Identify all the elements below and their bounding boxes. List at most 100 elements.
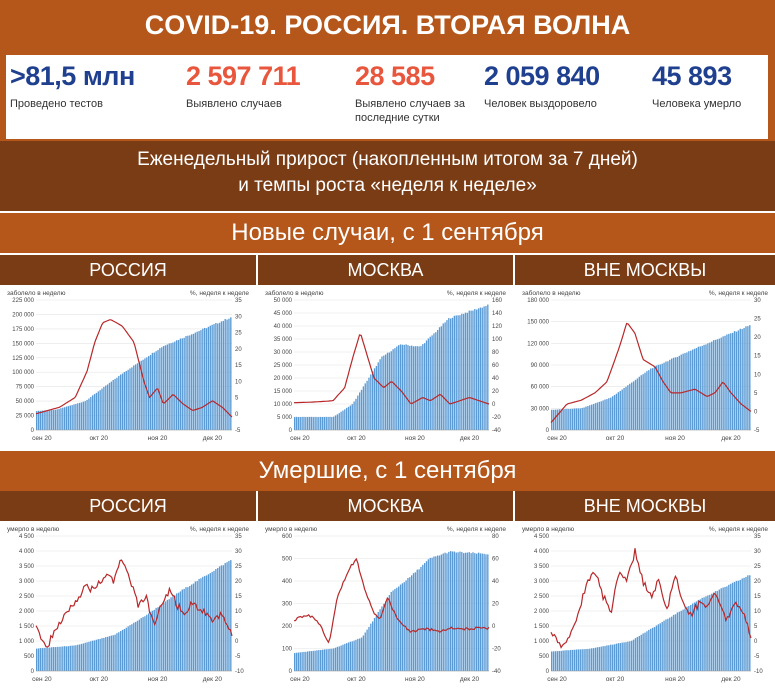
bar: [62, 646, 64, 671]
x-tick-label: сен 20: [547, 676, 567, 683]
bar: [604, 646, 606, 671]
bar: [608, 645, 610, 671]
stat-label: Человека умерло: [652, 98, 742, 110]
bar: [349, 405, 352, 430]
bar: [390, 591, 392, 671]
page-title: COVID-19. РОССИЯ. ВТОРАЯ ВОЛНА: [0, 0, 775, 51]
bar: [619, 390, 621, 430]
bar: [577, 408, 580, 430]
right-tick-label: 5: [235, 396, 239, 402]
bar: [398, 345, 400, 430]
bar: [342, 644, 344, 671]
bar: [357, 638, 359, 671]
right-tick-label: 15: [754, 594, 761, 600]
bar: [78, 644, 81, 671]
bar: [711, 593, 713, 671]
bar: [108, 636, 111, 671]
bar: [123, 628, 126, 671]
left-tick-label: 225 000: [12, 298, 34, 304]
bar: [440, 554, 443, 671]
bar: [385, 601, 387, 671]
bar: [581, 649, 583, 671]
bar: [551, 409, 553, 430]
bar: [217, 568, 219, 671]
bar: [665, 361, 667, 430]
left-tick-label: 0: [546, 669, 550, 675]
bar: [659, 364, 661, 430]
left-tick-label: 3 500: [19, 564, 35, 570]
bar: [149, 354, 152, 430]
bar: [368, 377, 370, 430]
bar: [211, 324, 213, 430]
bar: [726, 334, 728, 430]
bar: [331, 648, 333, 671]
right-axis-title: %, неделя к неделе: [447, 526, 506, 533]
bar: [386, 597, 389, 671]
bar: [166, 599, 169, 671]
bar: [333, 416, 335, 430]
bar: [75, 645, 77, 671]
growth-rate-line: [35, 559, 233, 648]
right-tick-label: 15: [754, 354, 761, 360]
bar: [573, 408, 576, 430]
stat-recovered: 2 059 840 Человек выздоровело: [484, 61, 600, 111]
bar: [200, 578, 202, 671]
left-tick-label: 10 000: [274, 402, 293, 408]
bar: [686, 606, 688, 671]
bar: [479, 553, 482, 671]
bar: [619, 643, 621, 671]
bar: [307, 651, 309, 671]
bar: [568, 408, 570, 430]
stat-cases-day: 28 585 Выявлено случаев за последние сут…: [355, 61, 475, 125]
bar: [589, 648, 591, 671]
bar: [386, 352, 389, 430]
bar: [37, 648, 40, 671]
bar: [340, 645, 342, 671]
bar: [718, 589, 721, 671]
right-tick-label: -10: [235, 669, 244, 675]
bar: [110, 381, 113, 430]
bar: [297, 652, 300, 671]
left-tick-label: 1 000: [534, 639, 550, 645]
bar: [78, 402, 81, 430]
bar: [429, 557, 431, 671]
bar: [93, 640, 96, 671]
bar: [665, 619, 667, 671]
bar: [424, 563, 426, 671]
bar: [437, 555, 439, 671]
bar: [745, 576, 747, 671]
bar: [733, 581, 736, 671]
bar: [366, 629, 368, 671]
bar: [483, 306, 485, 430]
left-tick-label: 4 000: [19, 549, 35, 555]
stat-label: Человек выздоровело: [484, 98, 597, 110]
bar: [373, 368, 376, 430]
bar: [230, 560, 232, 671]
bar: [655, 625, 658, 671]
bar: [429, 336, 431, 430]
bar: [648, 370, 650, 430]
bar: [52, 647, 55, 671]
bar: [97, 391, 99, 430]
left-tick-label: 4 000: [534, 549, 550, 555]
chart-svg: заболело в неделю %, неделя к неделе 0 25 0…: [7, 289, 249, 442]
bar: [127, 369, 129, 430]
bar: [672, 614, 675, 671]
bar: [192, 333, 195, 430]
region-header: МОСКВА: [258, 255, 513, 285]
bar: [86, 642, 88, 671]
bar: [409, 577, 411, 671]
bar: [192, 583, 195, 671]
chart-cases-moscow: заболело в неделю %, неделя к неделе 0 5 00…: [262, 286, 509, 446]
bar: [560, 409, 562, 430]
bar: [728, 584, 730, 671]
bar: [114, 378, 116, 430]
bar: [477, 308, 480, 430]
bar: [379, 609, 381, 671]
bar: [669, 359, 671, 430]
bar: [651, 368, 654, 430]
right-tick-label: 0: [492, 624, 496, 630]
bar: [671, 358, 673, 430]
section-title-cases: Новые случаи, с 1 сентября: [0, 213, 775, 253]
bar: [383, 355, 385, 430]
